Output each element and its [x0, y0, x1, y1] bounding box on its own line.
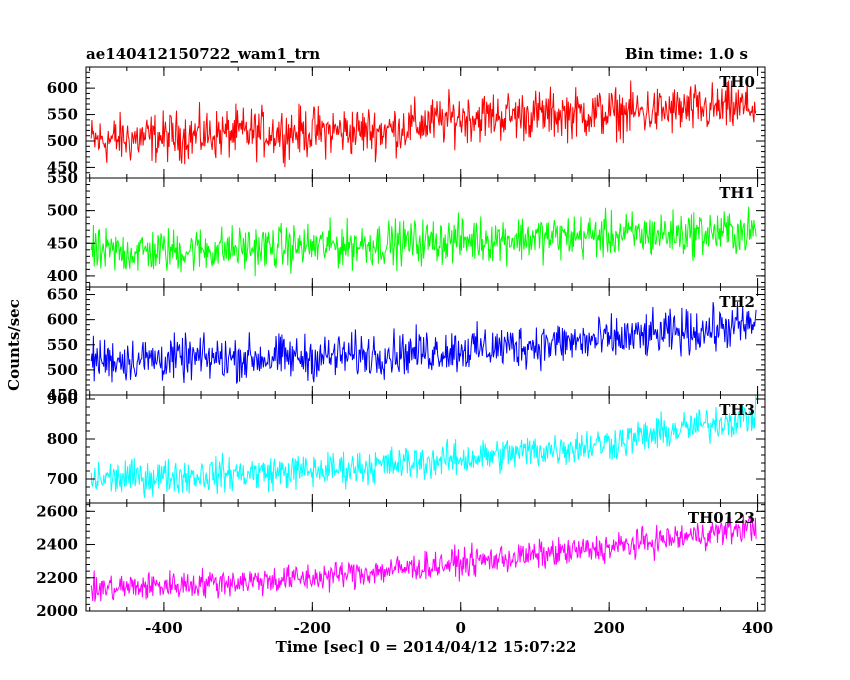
- chart-title: ae140412150722_wam1_trn: [86, 45, 321, 63]
- series-line-th1: [90, 206, 757, 277]
- x-tick-label: -400: [145, 619, 183, 637]
- y-tick-label-th2: 500: [47, 361, 78, 379]
- y-tick-label-th0: 500: [47, 132, 78, 150]
- x-tick-label: -200: [294, 619, 332, 637]
- y-tick-label-th0123: 2200: [36, 569, 78, 587]
- y-tick-label-th3: 800: [47, 430, 78, 448]
- x-tick-label: 200: [594, 619, 625, 637]
- panel-label-th1: TH1: [719, 184, 755, 202]
- bin-time-label: Bin time: 1.0 s: [624, 45, 748, 63]
- y-tick-label-th2: 600: [47, 311, 78, 329]
- y-tick-label-th2: 450: [47, 386, 78, 404]
- panel-label-th2: TH2: [719, 293, 755, 311]
- panel-label-th3: TH3: [719, 401, 755, 419]
- y-tick-label-th1: 400: [47, 267, 78, 285]
- y-tick-label-th0: 550: [47, 106, 78, 124]
- y-tick-label-th3: 700: [47, 470, 78, 488]
- panel-label-th0: TH0: [719, 73, 755, 91]
- y-tick-label-th2: 550: [47, 336, 78, 354]
- y-tick-label-th3: 900: [47, 390, 78, 408]
- y-tick-label-th0123: 2000: [36, 602, 78, 620]
- series-line-th0123: [90, 514, 757, 602]
- y-tick-label-th0123: 2400: [36, 536, 78, 554]
- x-tick-label: 400: [742, 619, 773, 637]
- panel-frame-th0123: [85, 502, 766, 612]
- y-tick-label-th1: 550: [47, 169, 78, 187]
- series-line-th0: [90, 80, 757, 168]
- x-tick-label: 0: [456, 619, 466, 637]
- y-tick-label-th2: 650: [47, 286, 78, 304]
- y-tick-label-th0123: 2600: [36, 502, 78, 520]
- panel-label-th0123: TH0123: [688, 509, 755, 527]
- y-tick-label-th1: 450: [47, 234, 78, 252]
- x-axis-label: Time [sec] 0 = 2014/04/12 15:07:22: [275, 638, 577, 656]
- series-line-th3: [90, 395, 757, 498]
- y-tick-label-th1: 500: [47, 202, 78, 220]
- y-tick-label-th0: 600: [47, 79, 78, 97]
- panel-frame-th3: [85, 394, 766, 504]
- y-tick-label-th0: 450: [47, 158, 78, 176]
- y-axis-label: Counts/sec: [5, 299, 23, 391]
- series-line-th2: [90, 301, 757, 384]
